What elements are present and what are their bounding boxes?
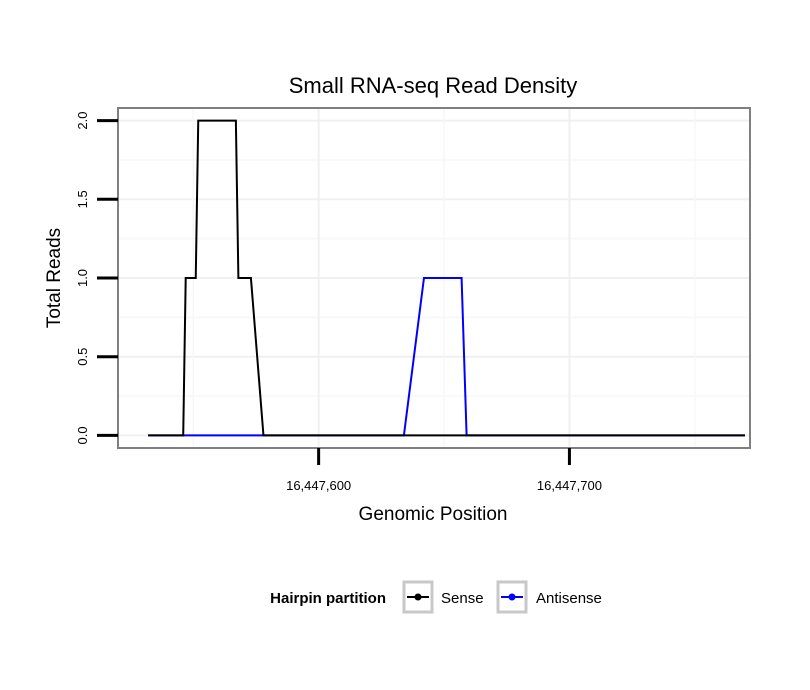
y-tick-label: 2.0 [75, 112, 90, 130]
legend-marker-sense [414, 593, 422, 601]
series-line-sense [148, 119, 745, 437]
series-lines [148, 119, 745, 437]
legend-label-antisense: Antisense [536, 590, 602, 607]
y-tick-label: 0.0 [75, 426, 90, 444]
y-tick-label: 1.0 [75, 269, 90, 287]
x-axis: 16,447,600 16,447,700 [286, 448, 602, 493]
x-tick-label: 16,447,700 [537, 478, 602, 493]
series-line-antisense [148, 277, 745, 437]
legend-label-sense: Sense [441, 590, 484, 607]
legend-title: Hairpin partition [270, 590, 386, 607]
y-tick-label: 1.5 [75, 190, 90, 208]
legend: Hairpin partition Sense Antisense [270, 580, 602, 614]
y-axis-label: Total Reads [44, 228, 65, 328]
x-tick-label: 16,447,600 [286, 478, 351, 493]
legend-marker-antisense [508, 593, 516, 601]
x-axis-label: Genomic Position [359, 504, 508, 525]
y-tick-label: 0.5 [75, 348, 90, 366]
y-axis: 0.0 0.5 1.0 1.5 2.0 [75, 112, 118, 444]
chart-title: Small RNA-seq Read Density [289, 73, 578, 98]
